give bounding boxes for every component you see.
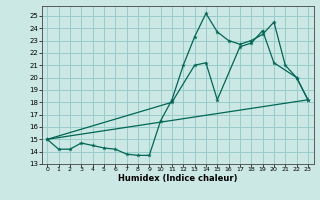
X-axis label: Humidex (Indice chaleur): Humidex (Indice chaleur) xyxy=(118,174,237,183)
